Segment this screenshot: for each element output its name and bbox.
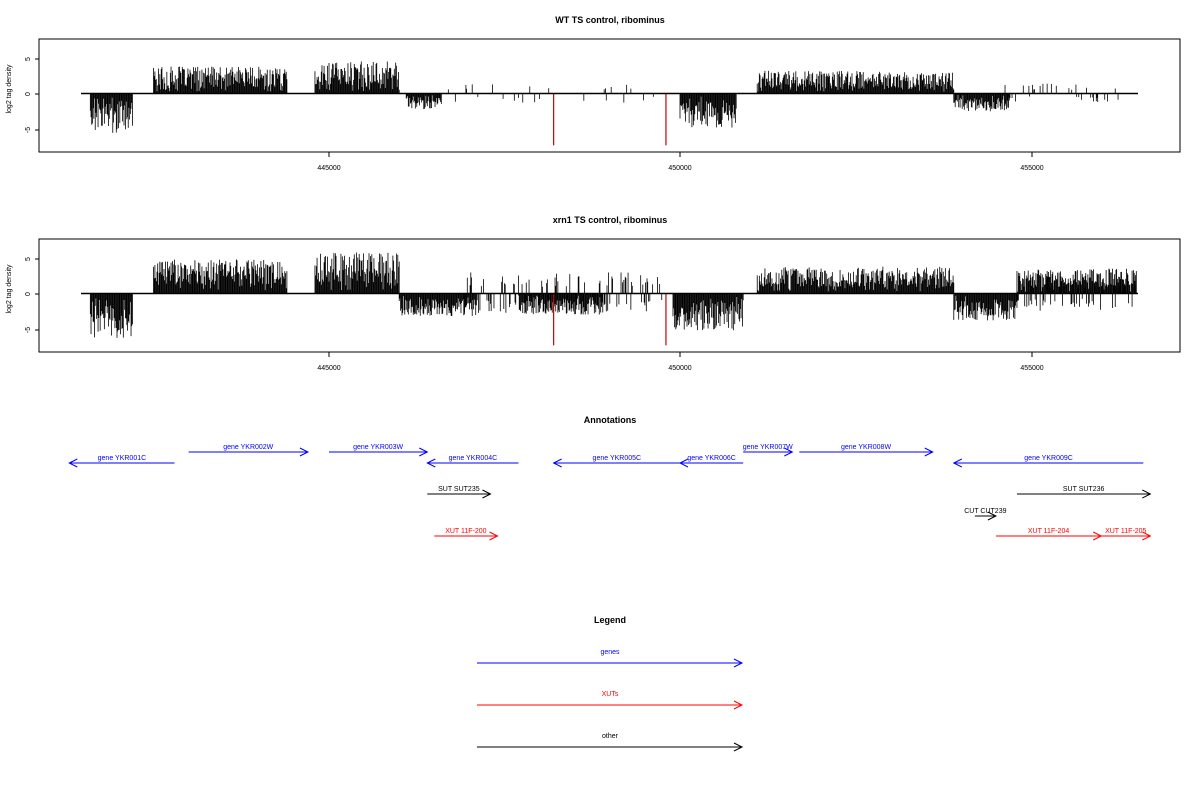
y-axis-label: log2 tag density	[6, 64, 13, 114]
feature-arrowhead	[419, 447, 429, 457]
feature-arrowhead	[678, 458, 689, 468]
legend-label: genes	[600, 649, 620, 656]
y-tick-label: -5	[25, 127, 32, 133]
feature-arrowhead	[784, 447, 794, 457]
x-tick-label: 445000	[317, 165, 340, 172]
y-tick-label: 0	[25, 92, 32, 96]
legend-arrowhead	[733, 742, 744, 752]
feature-label: SUT SUT236	[1063, 486, 1105, 493]
annotation-feature: gene YKR005C	[552, 455, 680, 468]
feature-arrowhead	[299, 447, 310, 457]
feature-label: gene YKR001C	[98, 455, 147, 462]
feature-arrowhead	[1142, 531, 1152, 541]
panel-title: xrn1 TS control, ribominus	[553, 215, 668, 225]
annotation-feature: gene YKR008W	[799, 444, 934, 457]
annotation-feature: XUT 11F-200	[434, 528, 499, 541]
feature-arrowhead	[489, 531, 499, 541]
y-tick-label: -5	[25, 327, 32, 333]
feature-label: gene YKR009C	[1024, 455, 1073, 462]
annotation-feature: gene YKR004C	[426, 455, 519, 468]
signal-bars	[89, 252, 1137, 346]
feature-arrowhead	[68, 458, 78, 468]
legend-entry: genes	[477, 649, 744, 668]
feature-arrowhead	[924, 447, 934, 457]
feature-arrowhead	[482, 489, 492, 499]
x-tick-label: 455000	[1020, 365, 1043, 372]
signal-bars	[89, 61, 1119, 146]
y-tick-label: 0	[25, 292, 32, 296]
legend-entry: other	[477, 733, 744, 752]
feature-arrowhead	[952, 458, 963, 468]
annotations-title: Annotations	[584, 415, 637, 425]
y-tick-label: 5	[25, 57, 32, 61]
track-panel-xrn1: xrn1 TS control, ribominus log2 tag dens…	[6, 215, 1181, 372]
annotation-feature: gene YKR007W	[743, 444, 794, 457]
annotation-feature: gene YKR003W	[329, 444, 429, 457]
legend-entry: XUTs	[477, 691, 744, 710]
annotation-feature: CUT CUT239	[964, 508, 1007, 521]
feature-label: XUT 11F-205	[1105, 528, 1146, 535]
y-tick-label: 5	[25, 257, 32, 261]
feature-label: CUT CUT239	[964, 508, 1006, 515]
x-axis: 445000 450000 455000	[317, 152, 1044, 172]
legend-title: Legend	[594, 615, 626, 625]
feature-label: SUT SUT235	[438, 486, 480, 493]
legend-label: XUTs	[602, 691, 619, 698]
annotation-feature: SUT SUT235	[427, 486, 492, 499]
legend-arrowhead	[733, 700, 744, 710]
annotation-feature: gene YKR009C	[952, 455, 1144, 468]
feature-arrowhead	[987, 511, 998, 521]
annotation-feature: gene YKR006C	[678, 455, 744, 468]
feature-label: XUT 11F-204	[1028, 528, 1069, 535]
feature-label: gene YKR005C	[593, 455, 642, 462]
annotation-feature: XUT 11F-204	[995, 528, 1103, 541]
legend-entries: genes XUTs other	[477, 649, 744, 752]
x-axis: 445000 450000 455000	[317, 352, 1044, 372]
annotation-feature: gene YKR002W	[188, 444, 310, 457]
feature-label: gene YKR008W	[841, 444, 891, 451]
legend-panel: Legend genes XUTs other	[477, 615, 744, 752]
annotation-feature: SUT SUT236	[1016, 486, 1152, 499]
feature-label: gene YKR002W	[223, 444, 273, 451]
panel-title: WT TS control, ribominus	[555, 15, 665, 25]
feature-label: gene YKR003W	[353, 444, 403, 451]
y-axis: 5 0 -5	[25, 57, 40, 133]
feature-arrowhead	[426, 458, 436, 468]
annotation-features: gene YKR001C gene YKR002W gene YKR003W gene…	[68, 444, 1152, 541]
annotation-feature: XUT 11F-205	[1101, 528, 1152, 541]
feature-label: XUT 11F-200	[445, 528, 486, 535]
y-axis-label: log2 tag density	[6, 264, 13, 314]
feature-label: gene YKR006C	[687, 455, 736, 462]
feature-label: gene YKR007W	[743, 444, 793, 451]
x-tick-label: 450000	[668, 165, 691, 172]
annotation-feature: gene YKR001C	[68, 455, 175, 468]
track-panel-wt: WT TS control, ribominus log2 tag densit…	[6, 15, 1181, 172]
legend-label: other	[602, 733, 619, 740]
feature-arrowhead	[1142, 489, 1152, 499]
x-tick-label: 445000	[317, 365, 340, 372]
legend-arrowhead	[733, 658, 744, 668]
feature-arrowhead	[552, 458, 562, 468]
x-tick-label: 455000	[1020, 165, 1043, 172]
y-axis: 5 0 -5	[25, 257, 40, 333]
x-tick-label: 450000	[668, 365, 691, 372]
feature-label: gene YKR004C	[449, 455, 498, 462]
